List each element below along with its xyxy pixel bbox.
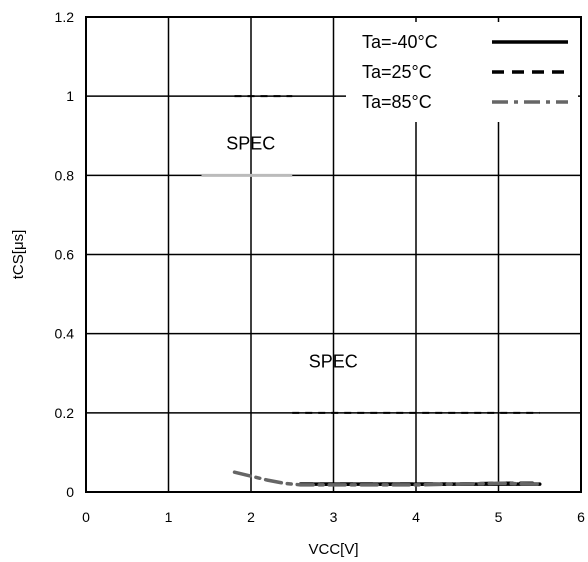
x-tick-label: 5	[495, 509, 503, 525]
y-tick-label: 0	[66, 484, 74, 500]
series-line	[232, 470, 542, 487]
y-tick-label: 1.2	[55, 9, 75, 25]
annotations: SPEC SPEC	[226, 134, 358, 372]
x-tick-label: 0	[82, 509, 90, 525]
series-lines	[232, 470, 542, 487]
x-axis-label: VCC[V]	[308, 541, 358, 558]
x-tick-label: 3	[330, 509, 338, 525]
tick-labels: 0 1 2 3 4 5 6 0 0.2 0.4 0.6 0.8 1 1.2	[55, 9, 586, 525]
y-tick-label: 0.6	[55, 247, 75, 263]
legend-label: Ta=85°C	[362, 92, 432, 112]
legend-label: Ta=-40°C	[362, 32, 438, 52]
spec-annotation: SPEC	[309, 351, 358, 371]
x-tick-label: 4	[412, 509, 420, 525]
x-tick-label: 1	[165, 509, 173, 525]
plot-frame	[85, 16, 582, 493]
x-tick-label: 2	[247, 509, 255, 525]
y-tick-label: 0.8	[55, 167, 75, 183]
y-tick-label: 0.4	[55, 326, 75, 342]
spec-lines	[201, 95, 540, 414]
y-axis-label: tCS[μs]	[10, 230, 27, 279]
x-tick-label: 6	[577, 509, 585, 525]
spec-annotation: SPEC	[226, 134, 275, 154]
legend-label: Ta=25°C	[362, 62, 432, 82]
legend: Ta=-40°C Ta=25°C Ta=85°C	[346, 22, 578, 122]
y-tick-label: 0.2	[55, 405, 75, 421]
y-tick-label: 1	[66, 88, 74, 104]
